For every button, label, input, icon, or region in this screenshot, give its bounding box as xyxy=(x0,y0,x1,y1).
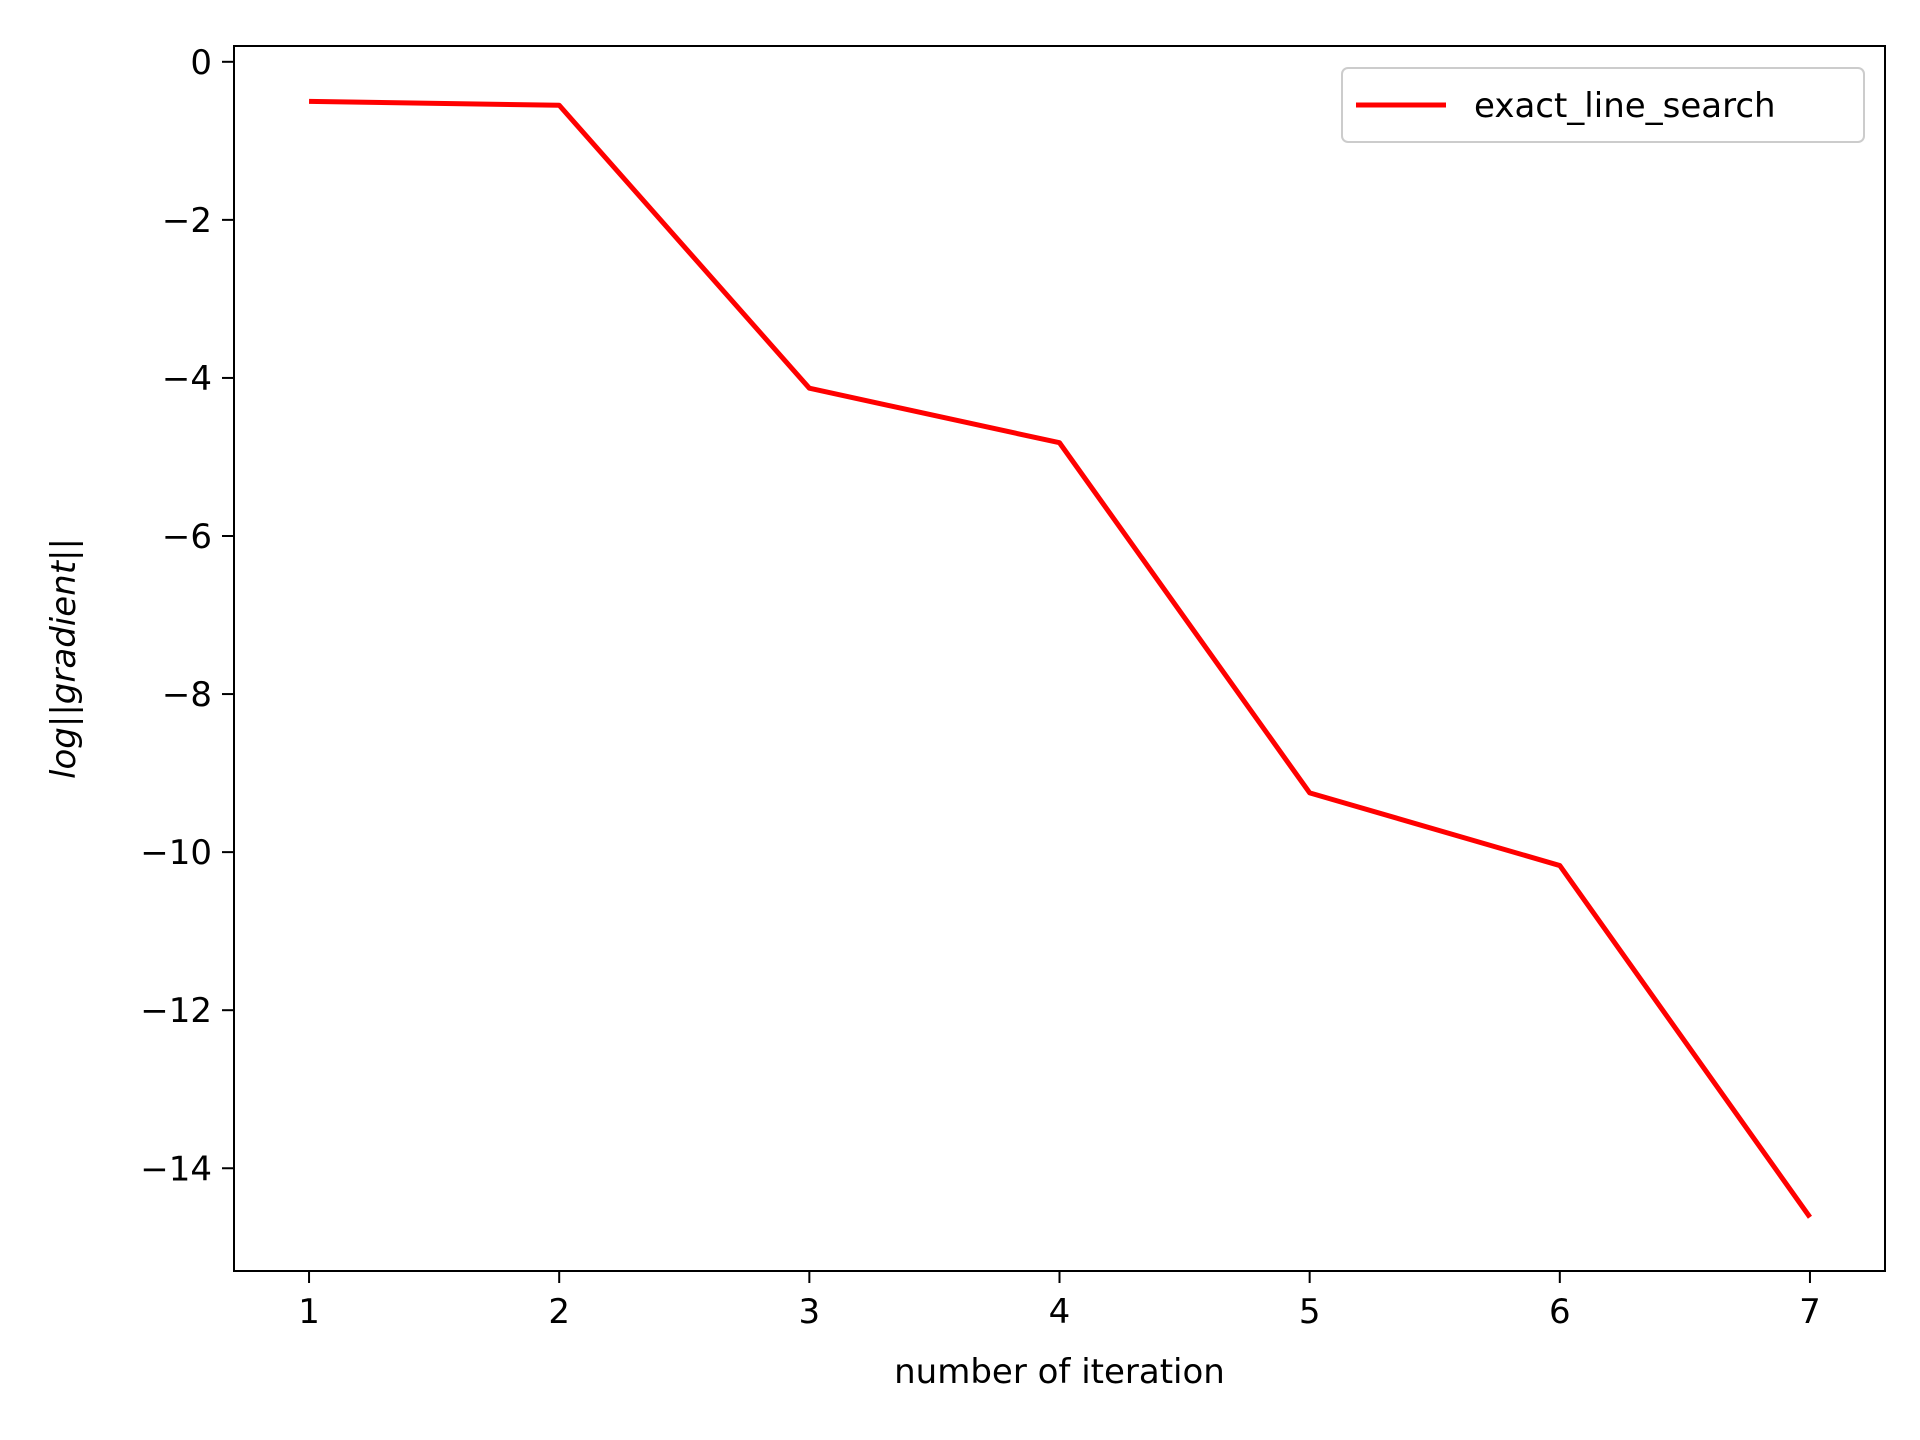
x-tick-label: 1 xyxy=(298,1292,320,1332)
y-tick-label: −8 xyxy=(162,675,212,715)
y-tick-label: −14 xyxy=(140,1149,212,1189)
legend: exact_line_search xyxy=(1341,67,1865,143)
plot-layer xyxy=(309,98,1812,1219)
legend-box xyxy=(1341,67,1865,143)
legend-label: exact_line_search xyxy=(1474,86,1776,126)
series-line xyxy=(309,98,1812,1219)
y-axis-label: log||gradient|| xyxy=(44,538,84,779)
y-axis-ticks: 0 −2 −4 −6 −8 −10 −12 −14 xyxy=(140,43,234,1189)
x-axis-ticks: 1 2 3 4 5 6 7 xyxy=(298,1271,1821,1332)
y-tick-label: 0 xyxy=(190,43,212,83)
x-tick-label: 5 xyxy=(1299,1292,1321,1332)
x-tick-label: 4 xyxy=(1049,1292,1071,1332)
y-tick-label: −6 xyxy=(162,517,212,557)
x-tick-label: 2 xyxy=(548,1292,570,1332)
y-tick-label: −10 xyxy=(140,833,212,873)
y-tick-label: −2 xyxy=(162,201,212,241)
x-axis-label: number of iteration xyxy=(894,1352,1225,1392)
y-tick-label: −4 xyxy=(162,359,212,399)
x-tick-label: 3 xyxy=(799,1292,821,1332)
x-tick-label: 7 xyxy=(1799,1292,1821,1332)
x-tick-label: 6 xyxy=(1549,1292,1571,1332)
y-tick-label: −12 xyxy=(140,991,212,1031)
